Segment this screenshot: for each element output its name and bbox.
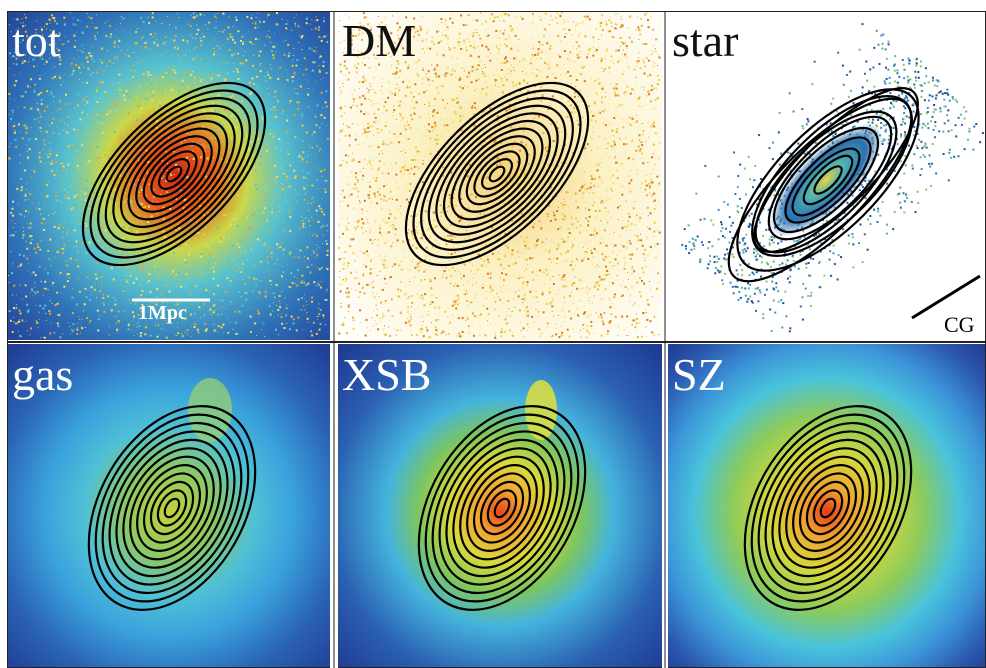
contour-ellipse <box>771 438 885 578</box>
contour-ellipse <box>778 447 878 569</box>
contour-ellipse <box>743 405 913 611</box>
direction-line-cg <box>911 274 981 320</box>
contour-ellipse <box>165 165 183 183</box>
contour-ellipse <box>119 119 229 229</box>
scale-bar-label: 1Mpc <box>138 302 187 324</box>
noise-speckle-dm <box>338 12 661 339</box>
contour-ellipse <box>445 438 559 578</box>
contours-star <box>727 87 920 283</box>
contour-ellipse <box>472 472 532 544</box>
contour-ellipse <box>802 154 854 206</box>
contour-ellipse <box>813 165 843 195</box>
contour-ellipse <box>435 112 559 236</box>
contour-ellipse <box>122 447 222 569</box>
contour-ellipse <box>819 497 837 519</box>
contour-ellipse <box>149 480 195 536</box>
contour-ellipse <box>115 438 229 578</box>
panel-gas <box>8 344 330 668</box>
contour-ellipse <box>465 142 529 206</box>
contours-xsb <box>417 405 587 611</box>
contour-ellipse <box>89 89 259 259</box>
panel-dm <box>338 12 662 340</box>
contour-ellipse <box>792 464 864 552</box>
contour-ellipse <box>459 455 545 561</box>
contour-ellipse <box>97 97 251 251</box>
contour-ellipse <box>791 147 861 217</box>
contour-ellipse <box>404 81 590 267</box>
contour-ellipse <box>798 472 858 544</box>
panel-label-sz: SZ <box>672 349 726 400</box>
contour-ellipse <box>452 447 552 569</box>
contour-ellipse <box>753 87 919 253</box>
panel-label-tot: tot <box>12 15 61 66</box>
contour-ellipse <box>112 112 236 236</box>
contour-ellipse <box>129 455 215 561</box>
contour-ellipse <box>486 489 518 527</box>
contour-ellipse <box>488 165 506 183</box>
contour-ellipse <box>466 464 538 552</box>
contour-ellipse <box>158 158 190 190</box>
contour-ellipse <box>81 81 267 267</box>
contour-ellipse <box>736 88 920 272</box>
contour-ellipse <box>142 142 206 206</box>
contour-ellipse <box>450 127 544 221</box>
contour-ellipse <box>87 405 257 611</box>
contour-ellipse <box>427 104 567 244</box>
contour-ellipse <box>156 489 188 527</box>
contour-ellipse <box>479 480 525 536</box>
contour-ellipse <box>104 104 244 244</box>
contour-ellipse <box>473 150 521 198</box>
contour-ellipse <box>785 455 871 561</box>
contour-ellipse <box>772 126 880 234</box>
direction-label: CG <box>944 312 975 337</box>
contour-ellipse <box>493 497 511 519</box>
contour-ellipse <box>135 135 213 213</box>
contour-ellipse <box>784 136 872 224</box>
contour-ellipse <box>150 150 198 198</box>
panel-label-xsb: XSB <box>342 349 432 400</box>
panel-label-star: star <box>672 15 739 66</box>
contours-tot <box>81 81 267 267</box>
contour-ellipse <box>481 158 513 190</box>
panel-star <box>668 12 986 340</box>
contour-ellipse <box>127 127 221 221</box>
contour-ellipse <box>163 497 181 519</box>
contours-dm <box>404 81 590 267</box>
contour-ellipse <box>431 421 573 595</box>
contour-ellipse <box>420 97 574 251</box>
contour-ellipse <box>812 489 844 527</box>
contour-ellipse <box>142 472 202 544</box>
contours-sz <box>743 405 913 611</box>
contour-ellipse <box>438 430 566 586</box>
contour-ellipse <box>764 430 892 586</box>
contour-ellipse <box>424 413 580 603</box>
contour-ellipse <box>108 430 236 586</box>
contour-ellipse <box>101 421 243 595</box>
panel-label-dm: DM <box>342 15 417 66</box>
contour-ellipse <box>767 115 893 241</box>
contour-ellipse <box>757 421 899 595</box>
contour-ellipse <box>412 89 582 259</box>
panel-label-gas: gas <box>12 349 74 400</box>
contour-ellipse <box>805 480 851 536</box>
contour-ellipse <box>442 119 552 229</box>
contour-ellipse <box>750 413 906 603</box>
panel-sz <box>668 344 986 668</box>
contour-ellipse <box>458 135 536 213</box>
panel-xsb <box>338 344 662 668</box>
contour-ellipse <box>136 464 208 552</box>
contour-ellipse <box>417 405 587 611</box>
